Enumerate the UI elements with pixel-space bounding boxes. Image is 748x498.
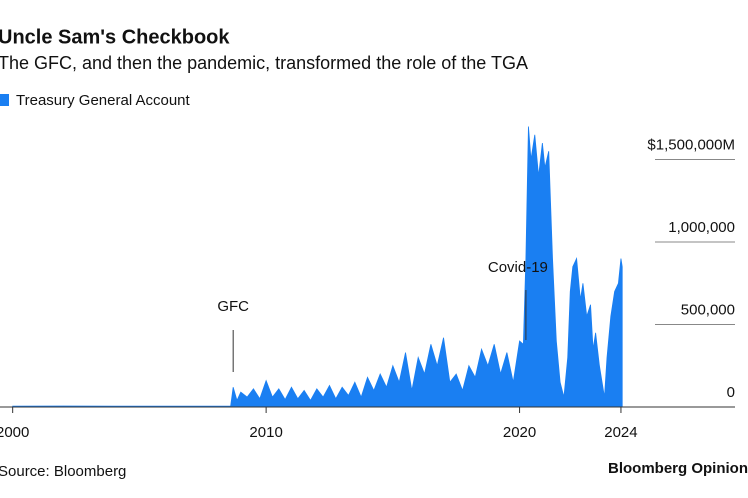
y-tick-label: 0	[727, 384, 735, 401]
x-tick-label: 2000	[0, 424, 29, 441]
x-tick-label: 2010	[249, 424, 282, 441]
annotation: Covid-19	[488, 259, 548, 276]
y-tick-label: $1,500,000M	[647, 136, 735, 153]
area	[12, 126, 623, 408]
x-tick-label: 2020	[503, 424, 536, 441]
legend-label: Treasury General Account	[16, 92, 191, 109]
chart-subtitle: The GFC, and then the pandemic, transfor…	[0, 53, 528, 73]
y-tick-label: 1,000,000	[668, 219, 735, 236]
annotation: GFC	[217, 298, 249, 315]
y-tick-label: 500,000	[681, 301, 735, 318]
chart-title: Uncle Sam's Checkbook	[0, 26, 230, 48]
x-tick-label: 2024	[604, 424, 637, 441]
source: Source: Bloomberg	[0, 463, 126, 480]
brand: Bloomberg Opinion	[608, 460, 748, 477]
legend-swatch	[0, 94, 9, 106]
